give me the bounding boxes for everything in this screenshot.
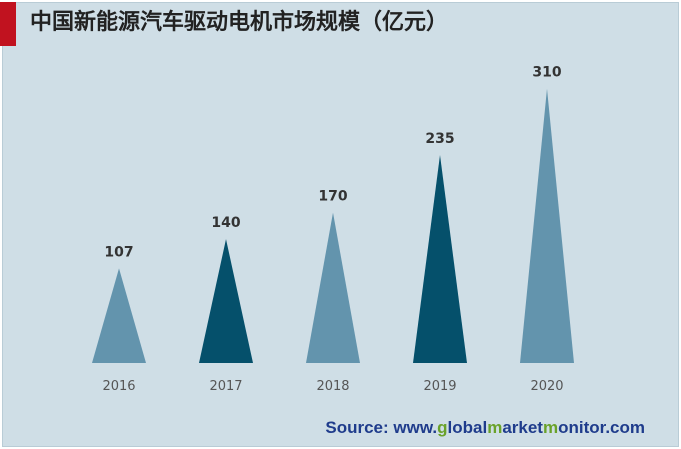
bar-2020: [520, 88, 574, 364]
bar-2018: [306, 212, 360, 363]
chart-title: 中国新能源汽车驱动电机市场规模（亿元）: [30, 10, 449, 35]
data-label-2017: 140: [211, 215, 240, 231]
source-credit: Source: www.globalmarketmonitor.com: [325, 418, 645, 438]
source-part-g: g: [437, 418, 448, 437]
bar-2016: [92, 268, 146, 363]
x-tick-label-2016: 2016: [102, 379, 135, 394]
data-label-2016: 107: [104, 244, 133, 260]
source-part-m1: m: [487, 418, 503, 437]
source-prefix: Source: www.: [325, 418, 438, 437]
data-label-2020: 310: [532, 65, 561, 81]
source-part-lobal: lobal: [447, 418, 488, 437]
title-accent-bar: [0, 2, 16, 46]
bar-2019: [413, 155, 467, 363]
x-tick-label-2020: 2020: [530, 379, 563, 394]
source-part-m2: m: [542, 418, 559, 437]
source-part-onitor: onitor: [558, 418, 606, 437]
x-tick-label-2019: 2019: [423, 379, 456, 394]
x-tick-label-2018: 2018: [316, 379, 349, 394]
data-label-2018: 170: [318, 189, 347, 205]
x-tick-label-2017: 2017: [209, 379, 242, 394]
source-part-arket: arket: [502, 418, 543, 437]
bar-2017: [199, 239, 253, 363]
data-label-2019: 235: [425, 131, 454, 147]
source-part-com: .com: [605, 418, 645, 437]
